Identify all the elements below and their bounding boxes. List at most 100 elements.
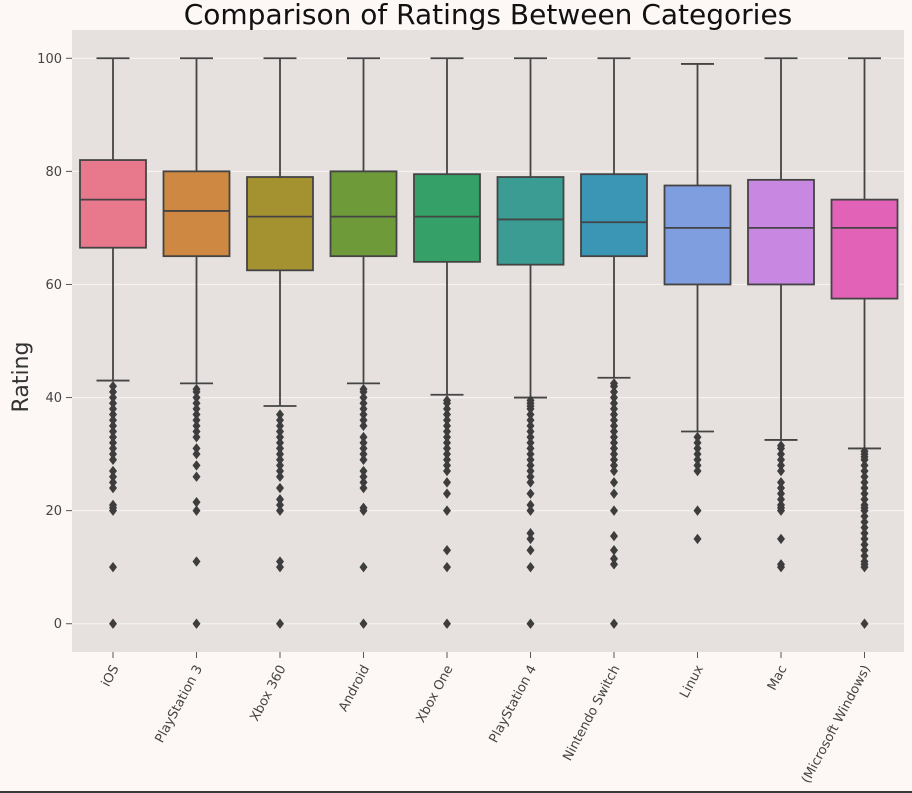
outlier-point xyxy=(192,409,201,420)
x-tick-label: (Microsoft Windows) xyxy=(799,663,874,786)
outlier-point xyxy=(359,398,368,409)
outlier-point xyxy=(526,533,535,545)
outlier-point xyxy=(443,403,451,415)
outlier-point xyxy=(192,426,201,437)
outlier-point xyxy=(443,431,451,443)
outlier-point xyxy=(860,561,869,573)
outlier-point xyxy=(610,426,618,437)
outlier-point xyxy=(276,414,284,426)
outlier-point xyxy=(610,530,618,542)
outlier-point xyxy=(693,443,702,454)
outlier-point xyxy=(610,437,618,448)
outlier-point xyxy=(526,545,535,556)
box-group xyxy=(162,57,231,629)
outlier-point xyxy=(610,392,618,403)
y-tick-label: 100 xyxy=(37,52,62,67)
outlier-point xyxy=(777,533,785,545)
outlier-point xyxy=(192,431,201,443)
outlier-point xyxy=(192,618,201,629)
box-group xyxy=(329,57,398,629)
outlier-point xyxy=(693,454,702,465)
box xyxy=(246,176,314,272)
outlier-point xyxy=(443,448,451,460)
outlier-point xyxy=(109,443,117,454)
outlier-point xyxy=(526,431,535,443)
outlier-point xyxy=(610,403,618,415)
outlier-point xyxy=(526,471,535,482)
outlier-point xyxy=(359,420,368,432)
outlier-point xyxy=(526,477,535,488)
box xyxy=(580,173,648,258)
outlier-point xyxy=(610,431,618,443)
outlier-point xyxy=(610,443,618,454)
outlier-point xyxy=(109,431,117,443)
outlier-point xyxy=(109,618,117,629)
outlier-point xyxy=(610,488,618,499)
outlier-point xyxy=(610,381,618,392)
outlier-point xyxy=(276,437,284,448)
outlier-point xyxy=(109,414,117,426)
outlier-point xyxy=(359,454,368,465)
outlier-point xyxy=(359,471,368,482)
box xyxy=(496,176,565,266)
box xyxy=(663,184,732,286)
box xyxy=(747,178,815,286)
outlier-point xyxy=(192,403,201,415)
outlier-point xyxy=(526,499,535,511)
y-tick-label: 40 xyxy=(45,391,62,406)
outlier-point xyxy=(526,618,535,629)
x-tick-label: PlayStation 3 xyxy=(153,663,206,746)
outlier-point xyxy=(860,465,869,477)
outlier-point xyxy=(192,448,201,460)
outlier-point xyxy=(109,482,117,494)
outlier-point xyxy=(777,443,785,454)
x-tick-label: Xbox 360 xyxy=(247,663,289,724)
outlier-point xyxy=(777,465,785,477)
outlier-point xyxy=(526,414,535,426)
outlier-point xyxy=(526,488,535,499)
outlier-point xyxy=(693,448,702,460)
outlier-point xyxy=(860,539,869,550)
outlier-point xyxy=(526,409,535,420)
outlier-point xyxy=(109,454,117,465)
x-tick-label: PlayStation 4 xyxy=(487,663,540,746)
box xyxy=(413,173,481,263)
outlier-point xyxy=(860,454,869,465)
outlier-point xyxy=(359,431,368,443)
outlier-point xyxy=(860,550,869,562)
x-axis-ticks: iOS PlayStation 3 Xbox 360 Android Xbox One P… xyxy=(99,652,874,786)
outlier-point xyxy=(359,414,368,426)
outlier-point xyxy=(526,448,535,460)
outlier-point xyxy=(276,448,284,460)
x-tick-label: Linux xyxy=(677,663,707,701)
outlier-point xyxy=(443,477,451,488)
box-group xyxy=(496,57,565,629)
outlier-point xyxy=(693,460,702,471)
outlier-point xyxy=(443,488,451,499)
outlier-point xyxy=(109,448,117,460)
y-tick-label: 20 xyxy=(45,504,62,519)
outlier-point xyxy=(192,420,201,432)
outlier-point xyxy=(359,561,368,573)
outlier-point xyxy=(443,561,451,573)
outlier-point xyxy=(610,505,618,516)
outlier-point xyxy=(192,471,201,482)
outlier-point xyxy=(359,392,368,403)
outlier-point xyxy=(443,420,451,432)
outlier-point xyxy=(276,471,284,482)
plot-background xyxy=(72,30,904,652)
y-tick-label: 80 xyxy=(45,165,62,180)
outlier-point xyxy=(359,618,368,629)
outlier-point xyxy=(109,471,117,482)
outlier-point xyxy=(359,482,368,494)
x-tick-label: Android xyxy=(336,663,373,714)
outlier-point xyxy=(192,443,201,454)
outlier-point xyxy=(777,488,785,499)
outlier-point xyxy=(443,460,451,471)
outlier-point xyxy=(860,460,869,471)
outlier-point xyxy=(359,403,368,415)
outlier-point xyxy=(526,403,535,415)
outlier-point xyxy=(192,460,201,471)
outlier-point xyxy=(526,437,535,448)
